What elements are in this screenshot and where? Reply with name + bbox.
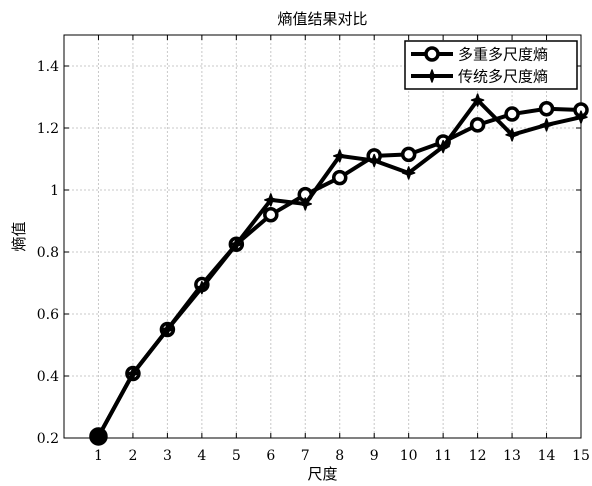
x-tick-label: 15 [572, 448, 590, 464]
data-point [160, 322, 175, 337]
x-axis-title: 尺度 [307, 465, 337, 483]
data-point [539, 118, 554, 132]
x-tick-label: 5 [232, 448, 241, 464]
data-point [538, 101, 555, 117]
axes: 1 2 3 4 5 6 7 8 9 10 11 12 13 14 150.20.40.60.811.21.4 [37, 34, 590, 464]
data-point [229, 237, 244, 251]
y-tick-label: 1.2 [37, 121, 59, 137]
x-tick-label: 6 [266, 448, 275, 464]
x-tick-label: 3 [163, 448, 172, 464]
y-tick-label: 0.8 [37, 245, 59, 261]
data-point [367, 153, 381, 168]
data-point [505, 128, 519, 142]
x-tick-label: 14 [538, 448, 556, 464]
legend-label: 多重多尺度熵 [458, 46, 548, 64]
data-point [263, 207, 279, 223]
x-tick-label: 9 [370, 448, 379, 464]
y-tick-label: 1 [50, 183, 59, 199]
data-point [469, 117, 486, 133]
data-point [264, 193, 278, 207]
data-point [504, 106, 520, 122]
x-tick-label: 4 [197, 448, 206, 464]
data-point [470, 93, 485, 107]
x-tick-label: 12 [469, 448, 487, 464]
x-tick-label: 1 [94, 448, 103, 464]
legend-marker [425, 69, 439, 83]
x-tick-label: 7 [301, 448, 310, 464]
series-layer [89, 93, 589, 446]
data-point [574, 110, 588, 124]
x-tick-label: 13 [503, 448, 521, 464]
x-tick-label: 2 [128, 448, 137, 464]
data-point [331, 169, 348, 186]
data-point [401, 166, 416, 180]
series-2 [91, 93, 588, 444]
chart-title: 熵值结果对比 [277, 10, 367, 28]
y-axis-title: 熵值 [10, 221, 28, 251]
data-point [436, 139, 450, 154]
data-point [332, 149, 347, 163]
data-point [195, 280, 209, 295]
grid [64, 35, 582, 439]
x-tick-label: 11 [434, 448, 452, 464]
x-tick-label: 10 [400, 448, 418, 464]
data-point [89, 427, 107, 445]
y-tick-label: 1.4 [37, 59, 59, 75]
data-point [298, 197, 313, 211]
y-tick-label: 0.6 [37, 307, 59, 323]
legend-marker [424, 46, 440, 62]
legend-label: 传统多尺度熵 [458, 68, 548, 86]
y-tick-label: 0.2 [37, 431, 59, 447]
plot-frame [63, 34, 582, 439]
y-tick-label: 0.4 [37, 369, 59, 385]
data-point [126, 366, 140, 381]
x-tick-label: 8 [335, 448, 344, 464]
data-point [400, 146, 417, 163]
